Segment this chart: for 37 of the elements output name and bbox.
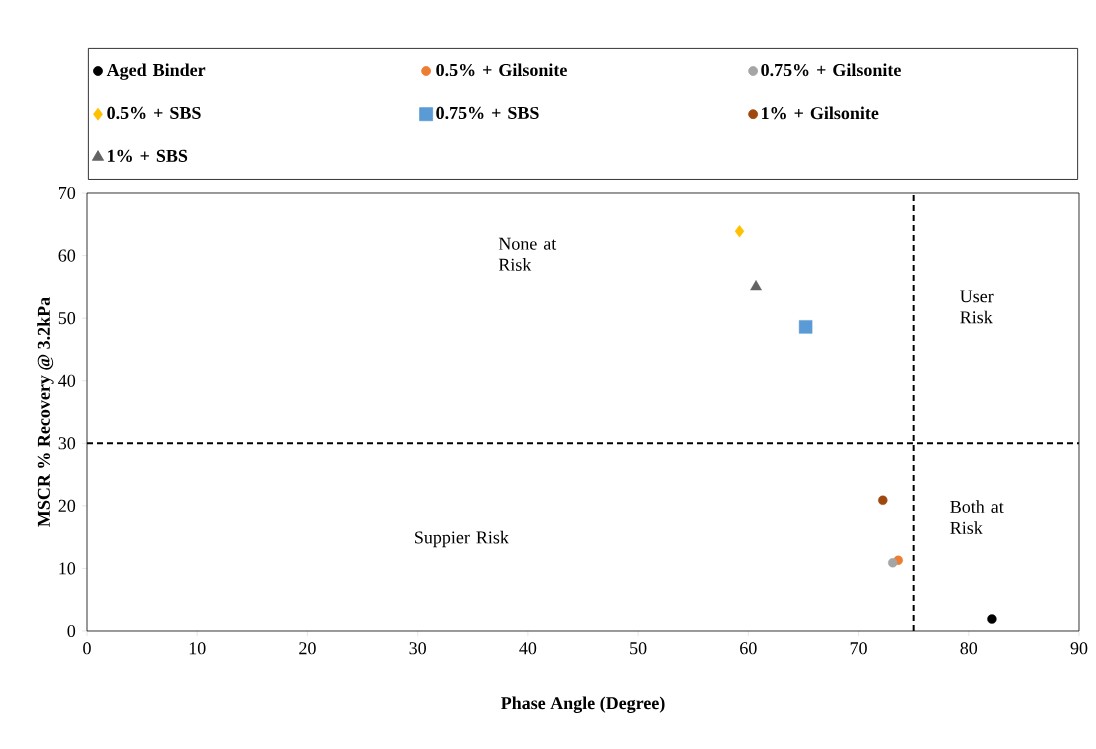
y-tick-label: 70 — [59, 186, 76, 200]
x-tick-label: 10 — [189, 642, 206, 655]
point — [888, 558, 898, 568]
x-tick-label: 90 — [1070, 642, 1088, 655]
y-tick-label: 40 — [58, 374, 76, 387]
x-tick-label: 70 — [850, 642, 867, 655]
x-tick-label: 50 — [630, 642, 647, 655]
point — [878, 495, 888, 505]
annotation: Both at Risk — [950, 500, 1004, 534]
x-tick-label: 60 — [740, 642, 757, 655]
legend-label: 0.75% + SBS — [436, 106, 539, 120]
annotation: None at Risk — [498, 237, 557, 271]
y-tick-label: 30 — [58, 437, 76, 450]
x-tick-label: 0 — [83, 642, 91, 655]
legend-label: 0.5% + Gilsonite — [436, 63, 567, 77]
x-tick-label: 40 — [519, 642, 537, 655]
y-tick-label: 10 — [59, 562, 76, 575]
y-tick-label: 20 — [58, 499, 76, 512]
y-tick-label: 0 — [67, 624, 76, 638]
x-axis-title: Phase Angle (Degree) — [501, 696, 665, 713]
legend-label: 1% + SBS — [108, 149, 188, 162]
y-tick-label: 60 — [58, 249, 76, 262]
annotation: User Risk — [960, 290, 994, 324]
point — [987, 614, 997, 624]
x-tick-label: 80 — [960, 642, 978, 655]
annotation: Suppier Risk — [415, 530, 509, 548]
legend-label: 0.75% + Gilsonite — [761, 63, 901, 77]
x-tick-label: 30 — [409, 642, 426, 655]
y-tick-label: 50 — [58, 312, 76, 325]
point — [798, 320, 813, 334]
point — [750, 280, 762, 291]
x-tick-label: 20 — [299, 642, 316, 655]
legend-label: Aged Binder — [106, 63, 206, 80]
legend-label: 1% + Gilsonite — [762, 106, 879, 120]
point — [734, 224, 745, 238]
y-axis-title: MSCR % Recovery @ 3.2kPa — [37, 297, 54, 527]
legend-label: 0.5% + SBS — [107, 106, 201, 120]
